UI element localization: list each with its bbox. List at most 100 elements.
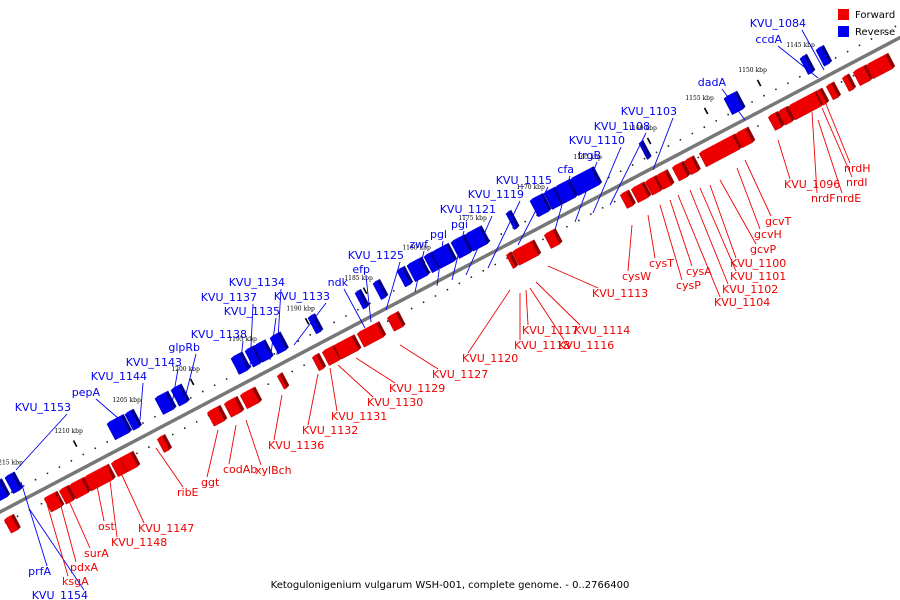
tick-label: 1165 kbp xyxy=(573,154,602,161)
gene-block-highlight xyxy=(464,225,482,236)
tick-dot xyxy=(392,289,395,292)
tick-dot xyxy=(494,263,497,266)
gene-label: KVU_1130 xyxy=(367,396,423,409)
gene-block-highlight xyxy=(354,288,361,294)
gene-label: KVU_1134 xyxy=(229,276,285,289)
tick-dot xyxy=(524,220,527,223)
leader-line xyxy=(465,215,493,276)
gene-block-side xyxy=(11,513,21,530)
gene-label: cysT xyxy=(649,257,674,270)
gene-block-highlight xyxy=(207,404,221,413)
leader-line xyxy=(719,179,757,245)
gene-label: ggt xyxy=(201,476,220,489)
gene-label: ribE xyxy=(177,486,199,499)
gene-block-highlight xyxy=(423,251,433,257)
leader-line xyxy=(329,367,338,412)
leader-line xyxy=(647,214,656,259)
leader-line xyxy=(699,187,737,272)
tick-dot xyxy=(142,422,144,424)
gene-block-highlight xyxy=(120,450,134,459)
leader-line xyxy=(592,146,622,214)
gene-label: ccdA xyxy=(755,33,782,46)
leader-line xyxy=(574,161,598,223)
gene-block-side xyxy=(846,73,857,90)
gene-block-highlight xyxy=(396,265,405,272)
tick-dot xyxy=(148,446,150,448)
tick-dot xyxy=(589,213,592,216)
tick-dot xyxy=(333,321,335,324)
gene-label: KVU_1102 xyxy=(722,283,778,296)
tick-dot xyxy=(697,156,700,159)
gene-block-side xyxy=(540,192,552,212)
gene-label: cfa xyxy=(557,163,574,176)
gene-block-highlight xyxy=(44,490,58,499)
gene-block-side xyxy=(863,64,874,81)
gene-label: nrdE xyxy=(836,192,861,205)
gene-block-highlight xyxy=(735,126,749,135)
tick-dot xyxy=(870,38,873,40)
gene-block-highlight xyxy=(111,456,123,464)
tick-dot xyxy=(470,276,473,279)
tick-dot xyxy=(94,447,97,450)
tick-label: 1175 kbp xyxy=(458,215,487,222)
gene-label: nrdI xyxy=(846,176,868,189)
gene-block-side xyxy=(640,140,652,159)
gene-block-highlight xyxy=(699,133,736,154)
gene-block-highlight xyxy=(684,155,694,162)
leader-line xyxy=(249,303,254,369)
tick-mark xyxy=(646,137,652,145)
gene-block-side xyxy=(691,155,701,172)
gene-block-side xyxy=(446,242,457,262)
gene-block-side xyxy=(804,53,816,73)
tick-dot xyxy=(267,383,270,386)
tick-dot xyxy=(757,125,759,127)
gene-label: xylBch xyxy=(255,464,292,477)
gene-block-highlight xyxy=(631,181,645,190)
leader-line xyxy=(627,224,633,272)
leader-line xyxy=(293,302,327,346)
leader-line xyxy=(677,194,721,298)
leader-line xyxy=(399,344,439,370)
gene-block-side xyxy=(0,478,11,497)
tick-dot xyxy=(458,282,461,285)
tick-dot xyxy=(434,295,437,297)
gene-block-highlight xyxy=(84,463,109,478)
tick-dot xyxy=(798,75,801,78)
gene-label: ost xyxy=(98,520,115,533)
legend-forward-label: Forward xyxy=(855,10,895,21)
gene-label: KVU_1117 xyxy=(522,324,578,337)
gene-block-highlight xyxy=(620,189,629,196)
gene-label: pepA xyxy=(72,386,101,399)
gene-block-side xyxy=(351,334,362,350)
tick-label: 1190 kbp xyxy=(286,305,315,312)
gene-label: KVU_1129 xyxy=(389,382,445,395)
gene-block-side xyxy=(402,265,414,285)
gene-block-side xyxy=(358,288,370,308)
gene-label: KVU_1104 xyxy=(714,296,770,309)
tick-dot xyxy=(422,301,425,304)
leader-line xyxy=(689,189,729,285)
gene-block-highlight xyxy=(656,169,668,177)
gene-label: trgB xyxy=(578,149,601,162)
gene-label: KVU_1154 xyxy=(32,589,88,600)
gene-label: zwf xyxy=(409,238,429,251)
genome-backbone xyxy=(0,35,900,514)
tick-dot xyxy=(643,157,646,160)
gene-label: gcvT xyxy=(765,215,792,228)
gene-label: glpRb xyxy=(168,341,200,354)
leader-line xyxy=(95,398,127,426)
gene-block-highlight xyxy=(59,484,69,491)
leader-line xyxy=(811,111,818,194)
leader-line xyxy=(29,509,85,591)
leader-line xyxy=(44,496,69,577)
gene-block-highlight xyxy=(240,386,256,396)
gene-block-side xyxy=(508,209,520,229)
tick-mark xyxy=(304,317,310,325)
gene-block-highlight xyxy=(842,73,850,79)
gene-block-side xyxy=(162,434,172,450)
gene-block-highlight xyxy=(431,242,449,253)
gene-label: ndk xyxy=(328,276,349,289)
tick-dot xyxy=(631,164,634,166)
gene-label: pdxA xyxy=(70,561,98,574)
